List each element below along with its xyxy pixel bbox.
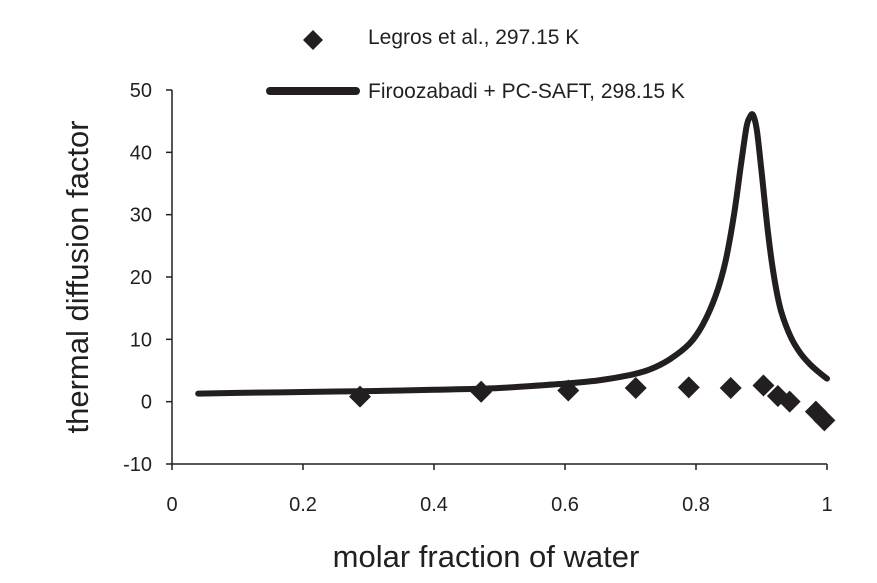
axes: -10 0 10 20 30 40 50 0 0.2 0.4 0.6 0.8 1 — [123, 80, 832, 516]
data-point-legros — [557, 379, 580, 402]
legend-marker-legros — [303, 30, 323, 50]
x-tick-label: 0.2 — [289, 494, 317, 516]
y-tick-label: 50 — [130, 80, 152, 102]
y-axis-title: thermal diffusion factor — [60, 120, 95, 433]
data-point-legros — [470, 380, 493, 403]
data-point-legros — [677, 376, 700, 399]
y-tick-label: 10 — [130, 329, 152, 351]
data-point-legros — [778, 390, 801, 413]
x-tick-label: 0.4 — [420, 494, 448, 516]
x-tick-label: 0.6 — [551, 494, 579, 516]
legros-points — [348, 374, 836, 432]
legend: Legros et al., 297.15 K Firoozabadi + PC… — [266, 26, 685, 103]
x-tick-label: 1 — [821, 494, 832, 516]
y-tick-label: -10 — [123, 454, 152, 476]
data-point-legros — [624, 376, 647, 399]
plot-area — [195, 111, 836, 432]
firoozabadi-curve — [195, 111, 830, 397]
data-point-legros — [813, 409, 836, 432]
x-tick-label: 0 — [166, 494, 177, 516]
legend-label-firoozabadi: Firoozabadi + PC-SAFT, 298.15 K — [368, 80, 685, 103]
y-tick-label: 20 — [130, 267, 152, 289]
x-axis-title: molar fraction of water — [333, 539, 640, 574]
legend-label-legros: Legros et al., 297.15 K — [368, 26, 579, 49]
data-point-legros — [348, 385, 371, 408]
x-tick-label: 0.8 — [682, 494, 710, 516]
y-tick-label: 40 — [130, 142, 152, 164]
y-tick-label: 0 — [141, 392, 152, 414]
data-point-legros — [719, 376, 742, 399]
data-point-legros — [752, 374, 775, 397]
y-tick-label: 30 — [130, 205, 152, 227]
ticks: -10 0 10 20 30 40 50 0 0.2 0.4 0.6 0.8 1 — [123, 80, 832, 516]
